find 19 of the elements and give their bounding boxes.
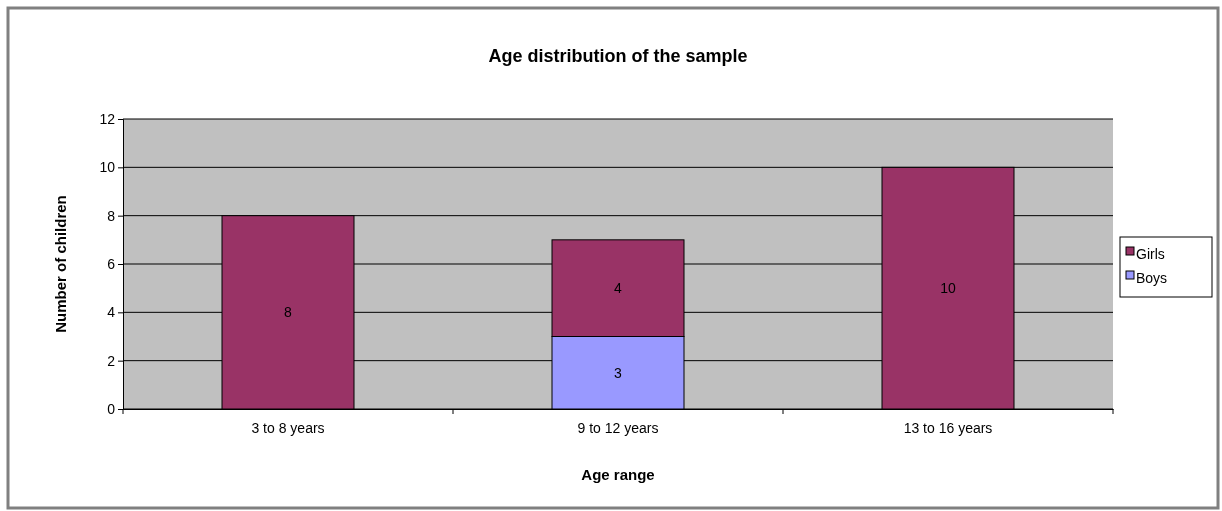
x-tick-label: 9 to 12 years xyxy=(577,419,659,436)
y-axis-title: Number of children xyxy=(52,195,69,333)
x-axis-title: Age range xyxy=(581,466,655,483)
y-tick-label: 8 xyxy=(107,207,116,224)
y-tick-label: 0 xyxy=(107,400,116,417)
legend-label: Girls xyxy=(1136,246,1165,262)
y-tick-label: 10 xyxy=(99,159,116,176)
data-label: 3 xyxy=(614,364,623,381)
x-tick-label: 13 to 16 years xyxy=(903,419,993,436)
y-tick-label: 6 xyxy=(107,255,116,272)
y-tick-label: 2 xyxy=(107,352,116,369)
data-label: 10 xyxy=(940,280,956,297)
data-label: 4 xyxy=(614,280,623,297)
y-tick-label: 12 xyxy=(99,110,116,127)
data-label: 8 xyxy=(284,304,293,321)
legend-label: Boys xyxy=(1136,270,1168,286)
chart-title: Age distribution of the sample xyxy=(488,46,748,66)
x-tick-label: 3 to 8 years xyxy=(251,419,325,436)
y-tick-label: 4 xyxy=(107,304,116,321)
